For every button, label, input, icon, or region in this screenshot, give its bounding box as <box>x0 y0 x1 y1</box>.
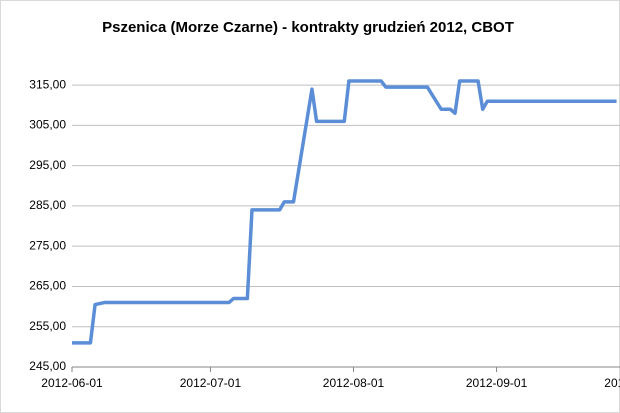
chart-title: Pszenica (Morze Czarne) - kontrakty grud… <box>102 19 514 36</box>
x-tick-label: 2012-09-01 <box>466 376 528 390</box>
y-tick-label: 255,00 <box>29 319 66 333</box>
x-tick-label: 2012-07-01 <box>180 376 242 390</box>
y-tick-label: 315,00 <box>29 77 66 91</box>
y-tick-label: 295,00 <box>29 158 66 172</box>
y-tick-label: 285,00 <box>29 198 66 212</box>
y-tick-label: 245,00 <box>29 359 66 373</box>
x-tick-label: 2012-06-01 <box>41 376 103 390</box>
line-series <box>72 79 617 345</box>
y-tick-label: 305,00 <box>29 118 66 132</box>
x-tick-label: 2012-08-01 <box>323 376 385 390</box>
y-tick-label: 265,00 <box>29 279 66 293</box>
x-tick-label: 2012-10-01 <box>604 376 620 390</box>
y-tick-label: 275,00 <box>29 238 66 252</box>
